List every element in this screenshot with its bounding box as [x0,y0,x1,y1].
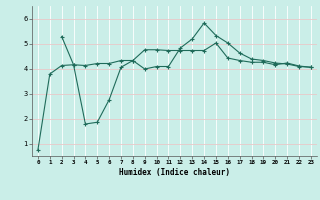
X-axis label: Humidex (Indice chaleur): Humidex (Indice chaleur) [119,168,230,177]
